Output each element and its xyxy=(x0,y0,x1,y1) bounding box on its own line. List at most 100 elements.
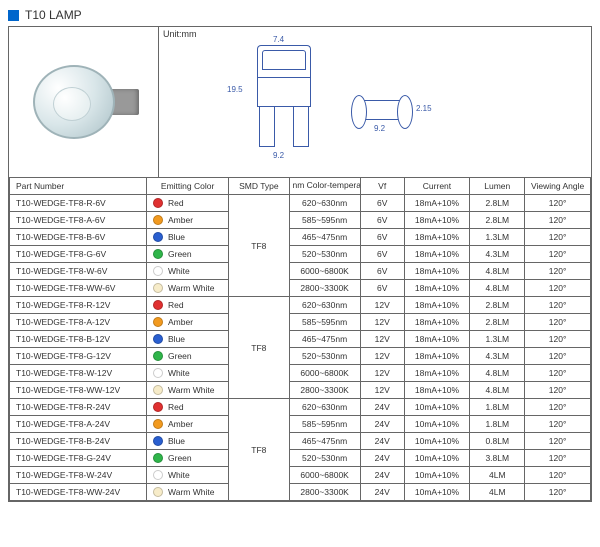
cell-vf: 6V xyxy=(360,212,404,229)
dim-width-bottom: 9.2 xyxy=(273,151,284,160)
color-dot xyxy=(153,317,163,327)
cell-current: 18mA+10% xyxy=(404,314,470,331)
cell-viewing-angle: 120° xyxy=(525,331,591,348)
table-row: T10-WEDGE-TF8-WW-6VWarm White2800~3300K6… xyxy=(10,280,591,297)
cell-emitting-color: Warm White xyxy=(147,382,229,399)
cell-emitting-color: Amber xyxy=(147,314,229,331)
col-part-number: Part Number xyxy=(10,178,147,195)
table-row: T10-WEDGE-TF8-A-6VAmber585~595nm6V18mA+1… xyxy=(10,212,591,229)
color-dot xyxy=(153,368,163,378)
table-row: T10-WEDGE-TF8-B-6VBlue465~475nm6V18mA+10… xyxy=(10,229,591,246)
cell-viewing-angle: 120° xyxy=(525,263,591,280)
cell-viewing-angle: 120° xyxy=(525,467,591,484)
cell-viewing-angle: 120° xyxy=(525,399,591,416)
cell-nm: 585~595nm xyxy=(289,416,360,433)
cell-lumen: 4LM xyxy=(470,467,525,484)
cell-nm: 465~475nm xyxy=(289,433,360,450)
cell-lumen: 4.8LM xyxy=(470,280,525,297)
dim-side-h: 2.15 xyxy=(416,104,432,113)
cell-lumen: 2.8LM xyxy=(470,314,525,331)
cell-vf: 6V xyxy=(360,246,404,263)
cell-emitting-color: Blue xyxy=(147,331,229,348)
table-row: T10-WEDGE-TF8-B-12VBlue465~475nm12V18mA+… xyxy=(10,331,591,348)
color-dot xyxy=(153,453,163,463)
col-nm: nm Color-temperature xyxy=(289,178,360,195)
cell-viewing-angle: 120° xyxy=(525,246,591,263)
cell-emitting-color: White xyxy=(147,263,229,280)
cell-viewing-angle: 120° xyxy=(525,382,591,399)
color-label: Amber xyxy=(168,419,193,429)
cell-part-number: T10-WEDGE-TF8-B-12V xyxy=(10,331,147,348)
cell-part-number: T10-WEDGE-TF8-R-24V xyxy=(10,399,147,416)
cell-vf: 12V xyxy=(360,382,404,399)
cell-current: 10mA+10% xyxy=(404,399,470,416)
cell-emitting-color: Amber xyxy=(147,212,229,229)
dim-side-w: 9.2 xyxy=(374,124,385,133)
cell-lumen: 1.3LM xyxy=(470,331,525,348)
cell-nm: 6000~6800K xyxy=(289,263,360,280)
color-dot xyxy=(153,266,163,276)
spec-table: Part Number Emitting Color SMD Type nm C… xyxy=(9,177,591,501)
color-label: Red xyxy=(168,300,184,310)
color-label: White xyxy=(168,470,190,480)
cell-smd-type: TF8 xyxy=(229,399,289,501)
color-label: Warm White xyxy=(168,283,214,293)
cell-emitting-color: Warm White xyxy=(147,280,229,297)
cell-nm: 585~595nm xyxy=(289,212,360,229)
cell-part-number: T10-WEDGE-TF8-WW-24V xyxy=(10,484,147,501)
cell-vf: 24V xyxy=(360,484,404,501)
cell-vf: 12V xyxy=(360,297,404,314)
color-dot xyxy=(153,351,163,361)
table-row: T10-WEDGE-TF8-W-12VWhite6000~6800K12V18m… xyxy=(10,365,591,382)
dim-height: 19.5 xyxy=(227,85,243,94)
cell-current: 18mA+10% xyxy=(404,195,470,212)
cell-viewing-angle: 120° xyxy=(525,314,591,331)
color-label: Red xyxy=(168,402,184,412)
cell-vf: 12V xyxy=(360,365,404,382)
color-dot xyxy=(153,334,163,344)
cell-part-number: T10-WEDGE-TF8-G-6V xyxy=(10,246,147,263)
color-dot xyxy=(153,215,163,225)
cell-nm: 520~530nm xyxy=(289,450,360,467)
cell-part-number: T10-WEDGE-TF8-W-24V xyxy=(10,467,147,484)
cell-vf: 12V xyxy=(360,331,404,348)
side-view-diagram: 9.2 2.15 xyxy=(344,92,424,142)
cell-current: 18mA+10% xyxy=(404,365,470,382)
col-smd-type: SMD Type xyxy=(229,178,289,195)
cell-lumen: 1.8LM xyxy=(470,416,525,433)
title-row: T10 LAMP xyxy=(8,8,592,22)
color-label: Green xyxy=(168,249,192,259)
col-lumen: Lumen xyxy=(470,178,525,195)
cell-nm: 465~475nm xyxy=(289,229,360,246)
cell-nm: 520~530nm xyxy=(289,348,360,365)
cell-vf: 24V xyxy=(360,433,404,450)
col-viewing-angle: Viewing Angle xyxy=(525,178,591,195)
cell-vf: 6V xyxy=(360,263,404,280)
color-label: White xyxy=(168,368,190,378)
cell-nm: 520~530nm xyxy=(289,246,360,263)
color-dot xyxy=(153,300,163,310)
color-label: Blue xyxy=(168,334,185,344)
cell-current: 18mA+10% xyxy=(404,382,470,399)
cell-lumen: 4.3LM xyxy=(470,348,525,365)
cell-nm: 6000~6800K xyxy=(289,365,360,382)
cell-nm: 465~475nm xyxy=(289,331,360,348)
cell-emitting-color: Red xyxy=(147,195,229,212)
image-and-diagram-row: Unit:mm 7.4 19.5 9.2 9.2 2.15 xyxy=(9,27,591,177)
cell-nm: 585~595nm xyxy=(289,314,360,331)
cell-viewing-angle: 120° xyxy=(525,195,591,212)
table-row: T10-WEDGE-TF8-R-12VRedTF8620~630nm12V18m… xyxy=(10,297,591,314)
table-row: T10-WEDGE-TF8-G-6VGreen520~530nm6V18mA+1… xyxy=(10,246,591,263)
cell-part-number: T10-WEDGE-TF8-W-6V xyxy=(10,263,147,280)
color-label: Red xyxy=(168,198,184,208)
cell-lumen: 1.3LM xyxy=(470,229,525,246)
color-dot xyxy=(153,385,163,395)
cell-lumen: 4.8LM xyxy=(470,263,525,280)
color-label: Green xyxy=(168,351,192,361)
table-row: T10-WEDGE-TF8-R-6VRedTF8620~630nm6V18mA+… xyxy=(10,195,591,212)
color-label: White xyxy=(168,266,190,276)
cell-part-number: T10-WEDGE-TF8-A-24V xyxy=(10,416,147,433)
col-nm-text: nm Color-temperature xyxy=(293,181,357,190)
cell-part-number: T10-WEDGE-TF8-A-12V xyxy=(10,314,147,331)
unit-label: Unit:mm xyxy=(163,29,197,39)
